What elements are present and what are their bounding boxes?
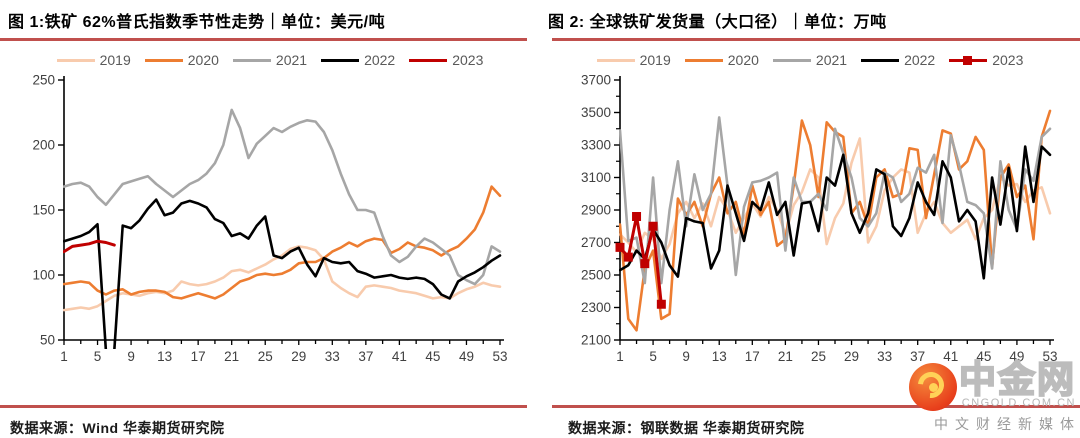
legend-item-2021: 2021 (772, 52, 848, 68)
svg-text:150: 150 (32, 203, 55, 218)
iron-ore-shipments-line-chart: 2100 2300 2500 2700 2900 3100 3300 3500 3700 1 5 9 1… (581, 73, 1058, 365)
legend-swatch-2023 (409, 58, 448, 62)
legend-item-2023: 2023 (949, 52, 1023, 68)
figure1-source-separator (0, 405, 527, 408)
legend-label-2023: 2023 (452, 52, 484, 68)
legend-item-2022: 2022 (861, 52, 935, 68)
svg-text:250: 250 (32, 73, 55, 88)
legend-item-2019: 2019 (596, 52, 671, 68)
legend-swatch-2023 (949, 55, 988, 65)
legend-item-2022: 2022 (321, 52, 395, 68)
svg-text:9: 9 (127, 349, 135, 364)
legend-item-2021: 2021 (232, 52, 308, 68)
figure2-source-text: 数据来源：钢联数据 华泰期货研究院 (568, 420, 805, 436)
svg-text:45: 45 (425, 349, 440, 364)
platts-index-seasonality-line-chart: 50 100 150 200 250 1 5 9 13 17 21 25 29 33 37 41 45 49 53 (32, 73, 507, 365)
cngold-logo-icon (909, 363, 957, 411)
svg-text:45: 45 (976, 349, 991, 364)
svg-text:3500: 3500 (581, 105, 611, 120)
legend-item-2020: 2020 (684, 52, 759, 68)
figure1-panel: 图 1:铁矿 62%普氏指数季节性走势｜单位：美元/吨 2019 2020 2021… (0, 14, 540, 438)
figure1-footer: 数据来源：Wind 华泰期货研究院 (0, 405, 540, 438)
svg-text:49: 49 (1009, 349, 1024, 364)
svg-text:13: 13 (712, 349, 727, 364)
watermark-brand: 中金网 (958, 359, 1076, 400)
svg-text:41: 41 (392, 349, 407, 364)
legend-label-2022: 2022 (364, 52, 396, 68)
svg-text:21: 21 (224, 349, 239, 364)
svg-text:37: 37 (358, 349, 373, 364)
legend-label-2020: 2020 (187, 52, 219, 68)
figure1-legend: 2019 2020 2021 2022 2023 (0, 50, 540, 70)
svg-text:25: 25 (811, 349, 826, 364)
svg-text:53: 53 (1042, 349, 1057, 364)
svg-text:33: 33 (877, 349, 892, 364)
legend-label-2021: 2021 (815, 52, 848, 68)
svg-text:2100: 2100 (581, 333, 611, 348)
svg-text:9: 9 (682, 349, 690, 364)
watermark-domain: CNGOLD.COM.CN (961, 397, 1076, 409)
figure1-source-text: 数据来源：Wind 华泰期货研究院 (10, 420, 225, 436)
svg-text:29: 29 (291, 349, 306, 364)
svg-text:37: 37 (910, 349, 925, 364)
svg-text:1: 1 (60, 349, 68, 364)
legend-swatch-2020 (144, 58, 183, 62)
figure2-panel: 图 2: 全球铁矿发货量（大口径）｜单位：万吨 2019 2020 2021 2022… (540, 0, 1080, 438)
legend-swatch-2020 (684, 58, 723, 62)
svg-text:3300: 3300 (581, 138, 611, 153)
legend-swatch-2019 (56, 58, 95, 62)
figure1-title-separator (0, 38, 527, 41)
legend-label-2021: 2021 (275, 52, 308, 68)
figure1-chart-area: 50 100 150 200 250 1 5 9 13 17 21 25 29 33 37 41 45 49 53 (0, 72, 540, 379)
legend-label-2019: 2019 (99, 52, 131, 68)
svg-text:41: 41 (943, 349, 958, 364)
svg-text:2300: 2300 (581, 300, 611, 315)
figure2-source-separator (552, 405, 1080, 408)
svg-text:50: 50 (40, 333, 55, 348)
cngold-watermark: 中金网 CNGOLD.COM.CN 中文财经新媒体 (888, 359, 1076, 434)
svg-text:17: 17 (191, 349, 206, 364)
legend-label-2022: 2022 (904, 52, 936, 68)
svg-text:53: 53 (492, 349, 507, 364)
svg-text:1: 1 (616, 349, 624, 364)
svg-text:200: 200 (32, 138, 55, 153)
figure2-title: 图 2: 全球铁矿发货量（大口径）｜单位：万吨 (548, 14, 887, 31)
svg-text:29: 29 (844, 349, 859, 364)
figure1-title: 图 1:铁矿 62%普氏指数季节性走势｜单位：美元/吨 (8, 14, 386, 31)
figure2-title-separator (552, 38, 1080, 41)
svg-text:17: 17 (745, 349, 760, 364)
svg-text:21: 21 (778, 349, 793, 364)
svg-text:3100: 3100 (581, 170, 611, 185)
svg-text:3700: 3700 (581, 73, 611, 88)
svg-text:100: 100 (32, 268, 55, 283)
svg-text:2900: 2900 (581, 203, 611, 218)
legend-item-2020: 2020 (144, 52, 219, 68)
watermark-tagline: 中文财经新媒体 (934, 416, 1080, 432)
legend-item-2023: 2023 (409, 52, 483, 68)
legend-label-2023: 2023 (992, 52, 1024, 68)
svg-text:5: 5 (94, 349, 102, 364)
legend-swatch-2019 (596, 58, 635, 62)
figure2-chart-area: 2100 2300 2500 2700 2900 3100 3300 3500 3700 1 5 9 1… (540, 72, 1080, 379)
legend-swatch-2022 (321, 58, 360, 62)
svg-text:5: 5 (649, 349, 657, 364)
svg-text:33: 33 (325, 349, 340, 364)
legend-label-2020: 2020 (727, 52, 759, 68)
legend-swatch-2021 (772, 58, 811, 62)
svg-text:49: 49 (459, 349, 474, 364)
svg-text:25: 25 (258, 349, 273, 364)
svg-text:13: 13 (157, 349, 172, 364)
legend-label-2019: 2019 (639, 52, 671, 68)
legend-item-2019: 2019 (56, 52, 131, 68)
svg-text:2500: 2500 (581, 268, 611, 283)
figure2-footer: 数据来源：钢联数据 华泰期货研究院 (540, 405, 1080, 438)
legend-swatch-2021 (232, 58, 271, 62)
figure2-legend: 2019 2020 2021 2022 2023 (540, 50, 1080, 70)
legend-swatch-2022 (861, 58, 900, 62)
svg-text:2700: 2700 (581, 235, 611, 250)
